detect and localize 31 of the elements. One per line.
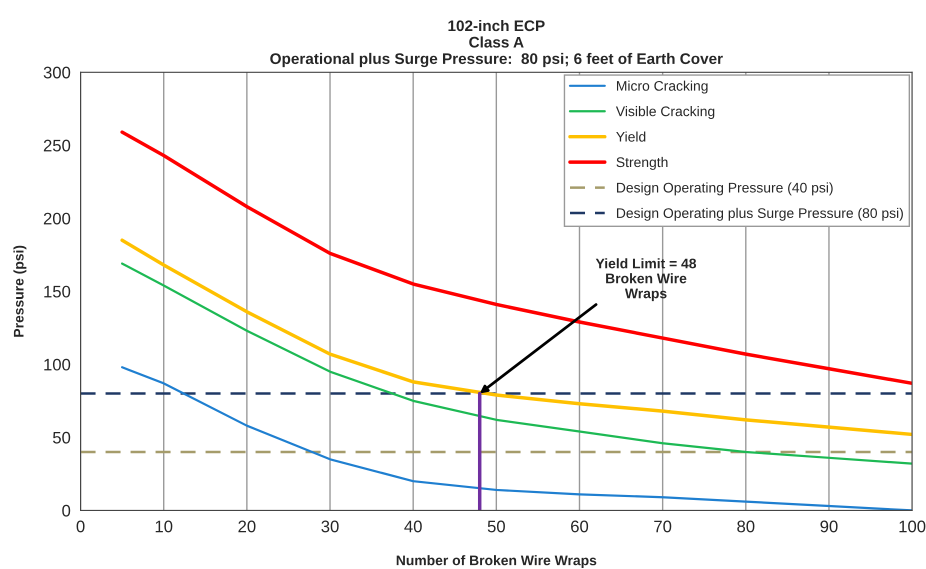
x-tick-label: 90 (820, 520, 838, 532)
legend-label: Strength (616, 156, 668, 170)
y-tick-label: 100 (44, 358, 70, 371)
x-tick-label: 80 (737, 520, 754, 532)
legend-label: Micro Cracking (616, 80, 708, 94)
x-tick-label: 30 (321, 520, 339, 532)
x-tick-label: 0 (76, 520, 85, 532)
x-tick-label: 70 (654, 520, 672, 532)
x-tick-label: 10 (156, 520, 172, 532)
legend-label: Design Operating Pressure (40 psi) (616, 182, 833, 196)
y-tick-label: 250 (44, 140, 70, 152)
y-tick-label: 50 (52, 432, 70, 444)
y-axis-title: Pressure (psi) (13, 246, 26, 337)
x-tick-label: 40 (404, 520, 422, 532)
y-tick-label: 300 (44, 66, 70, 78)
y-tick-label: 150 (44, 286, 70, 298)
y-tick-label: 0 (62, 504, 70, 517)
legend-label: Design Operating plus Surge Pressure (80 psi) (616, 208, 903, 221)
x-axis-title: Number of Broken Wire Wraps (396, 555, 596, 568)
x-tick-label: 100 (899, 520, 926, 532)
x-tick-label: 60 (571, 520, 588, 532)
chart-title: 102-inch ECP Class A Operational plus Surge Pressure: 80 psi; 6 feet of Earth Cover (270, 20, 723, 68)
y-tick-label: 200 (44, 212, 70, 225)
x-tick-label: 20 (238, 520, 256, 532)
legend-label: Visible Cracking (616, 106, 714, 119)
line-series (120, 238, 912, 436)
annotation: Yield Limit = 48 Broken Wire Wraps (596, 258, 696, 302)
legend-label: Yield (616, 131, 646, 142)
x-tick-label: 50 (488, 520, 505, 532)
line-series (121, 366, 912, 510)
line-series (120, 130, 912, 386)
